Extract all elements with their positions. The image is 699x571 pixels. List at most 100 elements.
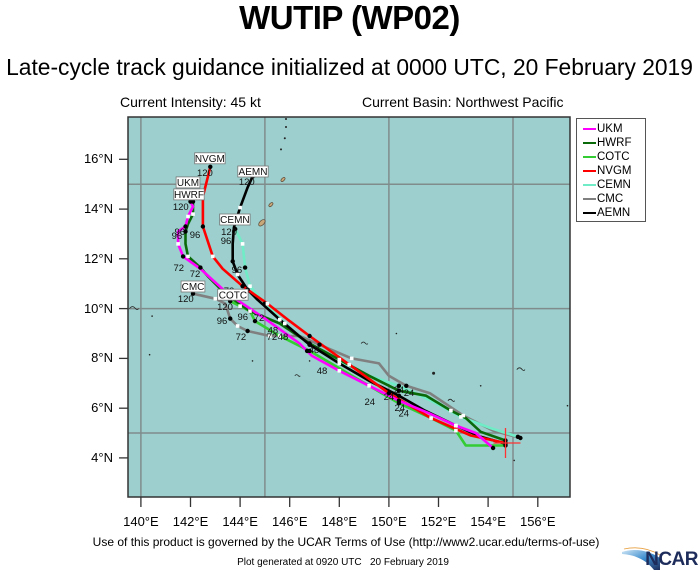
24h-fix-dot — [252, 318, 258, 324]
model-label-ukm: UKM — [175, 176, 201, 189]
forecast-hour-label: 48 — [317, 366, 328, 377]
12h-marker — [265, 301, 270, 306]
forecast-hour-label: 72 — [190, 269, 201, 280]
y-tick-label: 16°N — [83, 151, 113, 167]
legend-swatch — [583, 183, 596, 187]
y-tick-label: 8°N — [91, 350, 113, 366]
x-tick-label: 152°E — [420, 514, 457, 529]
forecast-hour-label: 72 — [174, 263, 185, 274]
12h-marker — [240, 242, 245, 246]
legend-label: NVGM — [597, 165, 632, 177]
forecast-hour-label: 96 — [217, 316, 228, 327]
24h-fix-dot — [183, 224, 188, 229]
islet-dot — [280, 148, 282, 151]
islet-dot — [285, 126, 287, 128]
x-tick-label: 144°E — [222, 514, 258, 529]
24h-fix-dot — [228, 316, 233, 321]
24h-fix-dot — [198, 265, 203, 270]
24h-fix-dot — [188, 199, 193, 204]
island-icon — [258, 219, 266, 227]
x-tick-label: 150°E — [371, 514, 407, 529]
svg-text:NVGM: NVGM — [195, 154, 225, 165]
forecast-hour-label: 120 — [197, 168, 213, 179]
12h-marker — [461, 413, 466, 418]
forecast-hour-label: 72 — [236, 332, 247, 343]
24h-fix-dot — [396, 388, 402, 393]
forecast-hour-labels: 1201201209696961209696727272120120969672… — [172, 168, 415, 419]
12h-marker — [278, 334, 282, 338]
12h-marker — [235, 272, 240, 277]
12h-marker — [238, 304, 242, 308]
24h-fix-dot — [304, 348, 310, 354]
islet-dot — [479, 385, 482, 387]
ncar-swoosh-icon — [622, 547, 661, 570]
legend-label: UKM — [597, 123, 623, 135]
12h-marker — [449, 408, 453, 413]
forecast-hour-label: 72 — [267, 332, 278, 343]
forecast-hour-label: 120 — [178, 294, 194, 305]
atoll-icon — [516, 367, 526, 371]
12h-marker — [454, 423, 458, 428]
forecast-hour-label: 72 — [254, 313, 265, 324]
svg-text:CMC: CMC — [182, 282, 205, 293]
24h-fix-dot — [190, 291, 196, 296]
legend-label: COTC — [597, 151, 630, 163]
forecast-hour-label: 96 — [221, 236, 232, 247]
24h-fix-dot — [200, 224, 206, 229]
plot-frame — [127, 116, 571, 498]
track-cotc — [228, 292, 507, 447]
forecast-hour-label: 24 — [404, 388, 415, 399]
12h-marker — [347, 362, 351, 367]
y-tick-label: 14°N — [83, 201, 113, 217]
legend-swatch — [583, 169, 596, 173]
12h-marker — [213, 296, 218, 301]
24h-fix-dot — [233, 226, 238, 232]
atoll-icon — [360, 341, 369, 345]
y-tick-label: 6°N — [91, 400, 113, 416]
forecast-hour-label: 48 — [268, 325, 279, 336]
legend-item-cmc: CMC — [583, 192, 623, 206]
svg-text:UKM: UKM — [177, 178, 199, 189]
model-label-cmc: CMC — [180, 280, 206, 293]
12h-marker — [268, 334, 272, 338]
12h-marker — [337, 361, 342, 366]
track-nvgm — [201, 165, 507, 445]
current-position-marker — [493, 428, 521, 458]
12h-marker — [238, 205, 242, 210]
islet-dot — [432, 371, 436, 375]
24h-fix-dot — [396, 393, 402, 398]
islet-dot — [566, 404, 569, 407]
islet-dot — [513, 459, 515, 462]
24h-fix-dot — [396, 383, 402, 388]
svg-text:AEMN: AEMN — [239, 167, 268, 178]
current-intensity: Current Intensity: 45 kt — [120, 94, 261, 110]
legend-item-cotc: COTC — [583, 150, 630, 164]
24h-fix-dot — [307, 333, 312, 339]
legend-label: CEMN — [597, 179, 631, 191]
islet-dot — [148, 353, 151, 356]
islet-dot — [395, 332, 398, 335]
legend-item-nvgm: NVGM — [583, 164, 632, 178]
storm-title: WUTIP (WP02) — [239, 0, 460, 36]
atoll-icon — [294, 374, 301, 377]
islet-dot — [283, 137, 286, 140]
legend-swatch — [583, 211, 596, 215]
svg-text:HWRF: HWRF — [174, 190, 204, 201]
forecast-hour-label: 48 — [278, 332, 289, 343]
x-tick-label: 156°E — [519, 514, 556, 529]
12h-marker — [191, 212, 195, 216]
forecast-hour-label: 48 — [309, 345, 320, 356]
24h-fix-dot — [515, 434, 521, 439]
24h-fix-dot — [317, 342, 322, 347]
12h-marker — [454, 428, 458, 433]
x-tick-label: 148°E — [321, 514, 358, 529]
forecast-hour-label: 96 — [238, 312, 249, 323]
x-tick-label: 154°E — [470, 514, 506, 529]
ncar-logo: NCAR — [620, 546, 699, 571]
model-label-nvgm: NVGM — [194, 152, 226, 165]
12h-marker — [337, 357, 342, 362]
model-label-aemn: AEMN — [237, 165, 269, 178]
12h-marker — [186, 254, 190, 259]
12h-marker — [186, 214, 190, 219]
12h-marker — [349, 356, 354, 361]
